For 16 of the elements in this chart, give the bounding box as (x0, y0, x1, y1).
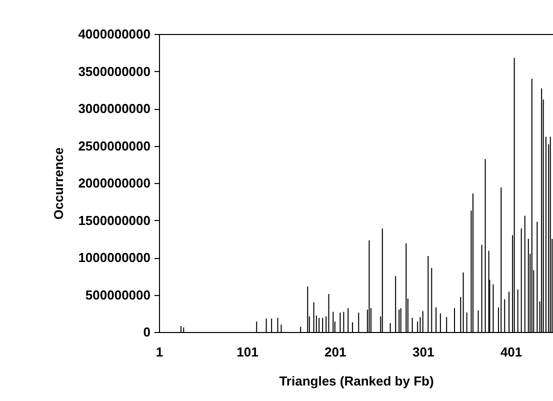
y-tick-label: 0 (143, 324, 150, 340)
y-tick-label: 3000000000 (78, 101, 150, 116)
y-tick-label: 500000000 (85, 287, 150, 302)
x-tick-label: 401 (500, 344, 522, 360)
y-tick-label: 1500000000 (78, 212, 150, 228)
x-tick-label: 301 (412, 344, 434, 360)
y-tick-label: 2500000000 (78, 138, 150, 154)
x-tick-label: 101 (236, 344, 258, 360)
x-tick-label: 1 (156, 344, 164, 360)
x-tick-label: 201 (324, 344, 346, 360)
y-tick-label: 3500000000 (78, 64, 150, 79)
y-axis-title: Occurrence (51, 147, 66, 220)
y-tick-label: 4000000000 (78, 26, 150, 42)
x-axis-title: Triangles (Ranked by Fb) (279, 374, 434, 388)
y-tick-label: 1000000000 (78, 250, 150, 265)
y-tick-label: 2000000000 (78, 176, 150, 190)
